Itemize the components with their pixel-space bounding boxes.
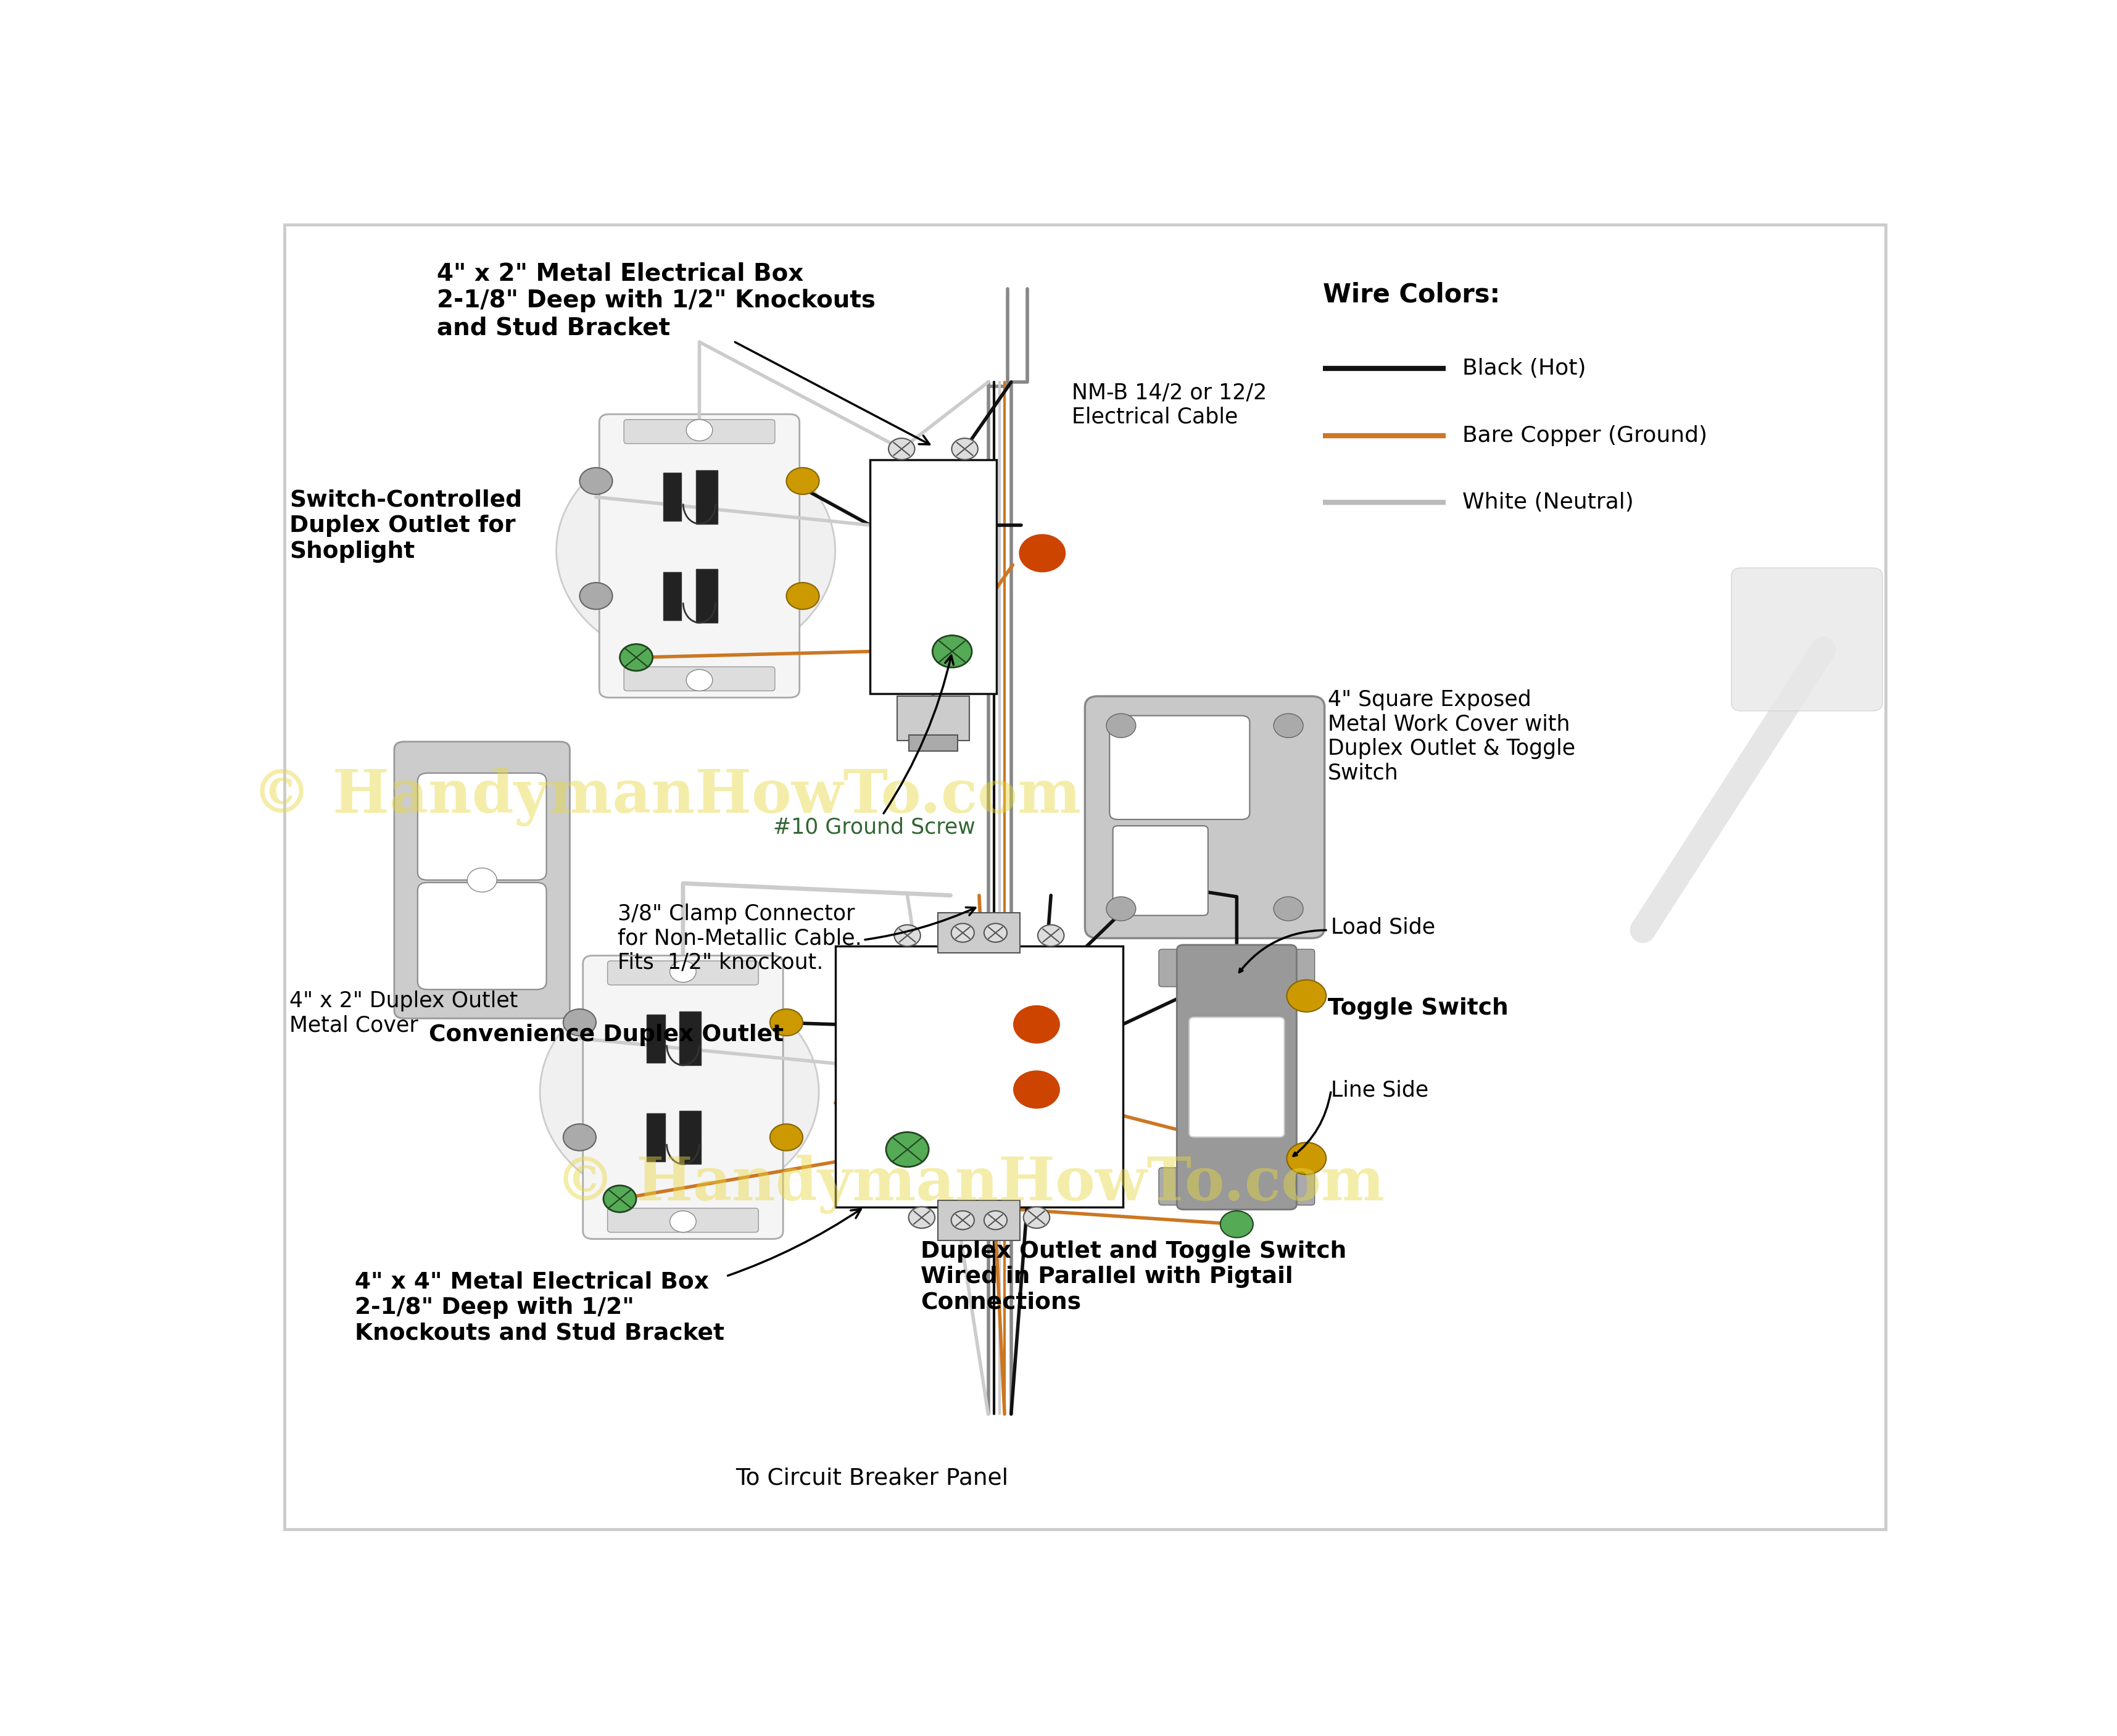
Text: 3/8" Clamp Connector
for Non-Metallic Cable.
Fits  1/2" knockout.: 3/8" Clamp Connector for Non-Metallic Ca… <box>618 903 976 972</box>
Text: #10 Ground Screw: #10 Ground Screw <box>773 656 976 837</box>
Text: 4" x 4" Metal Electrical Box
2-1/8" Deep with 1/2"
Knockouts and Stud Bracket: 4" x 4" Metal Electrical Box 2-1/8" Deep… <box>356 1210 862 1345</box>
Circle shape <box>771 1123 802 1151</box>
Text: Black (Hot): Black (Hot) <box>1463 358 1586 378</box>
Text: Load Side: Load Side <box>1332 917 1435 937</box>
Circle shape <box>951 924 974 943</box>
Circle shape <box>984 924 1008 943</box>
FancyBboxPatch shape <box>1086 696 1325 937</box>
Circle shape <box>580 467 612 495</box>
Bar <box>663 571 682 620</box>
Circle shape <box>953 437 978 460</box>
FancyBboxPatch shape <box>1109 715 1249 819</box>
Circle shape <box>893 925 921 946</box>
Circle shape <box>887 1132 929 1167</box>
Circle shape <box>1020 535 1065 571</box>
Bar <box>648 1113 665 1161</box>
Bar <box>938 913 1020 953</box>
Text: 4" Square Exposed
Metal Work Cover with
Duplex Outlet & Toggle
Switch: 4" Square Exposed Metal Work Cover with … <box>1327 689 1575 783</box>
Circle shape <box>686 670 713 691</box>
Circle shape <box>889 437 915 460</box>
Text: 4" x 2" Metal Electrical Box
2-1/8" Deep with 1/2" Knockouts
and Stud Bracket: 4" x 2" Metal Electrical Box 2-1/8" Deep… <box>436 262 929 444</box>
Text: Switch-Controlled
Duplex Outlet for
Shoplight: Switch-Controlled Duplex Outlet for Shop… <box>290 490 523 562</box>
FancyBboxPatch shape <box>417 773 546 880</box>
FancyBboxPatch shape <box>1114 826 1209 915</box>
Circle shape <box>785 467 819 495</box>
Bar <box>938 1200 1020 1240</box>
Bar <box>870 460 997 694</box>
Circle shape <box>951 1212 974 1229</box>
Text: Bare Copper (Ground): Bare Copper (Ground) <box>1463 425 1706 446</box>
Text: Toggle Switch: Toggle Switch <box>1327 996 1507 1019</box>
FancyBboxPatch shape <box>1158 1168 1315 1205</box>
Circle shape <box>1014 1071 1058 1108</box>
Text: NM-B 14/2 or 12/2
Electrical Cable: NM-B 14/2 or 12/2 Electrical Cable <box>1071 382 1266 427</box>
Circle shape <box>1274 898 1304 920</box>
Circle shape <box>580 583 612 609</box>
Circle shape <box>563 1123 597 1151</box>
Circle shape <box>1219 1212 1253 1238</box>
FancyBboxPatch shape <box>1158 950 1315 986</box>
FancyBboxPatch shape <box>608 1208 758 1233</box>
Bar <box>648 1014 665 1062</box>
Circle shape <box>1287 979 1325 1012</box>
FancyBboxPatch shape <box>417 882 546 990</box>
Circle shape <box>908 1207 936 1229</box>
FancyBboxPatch shape <box>625 420 775 444</box>
Circle shape <box>540 979 819 1205</box>
Bar <box>898 696 970 740</box>
Circle shape <box>1023 1207 1050 1229</box>
Circle shape <box>563 1009 597 1036</box>
FancyBboxPatch shape <box>582 955 783 1240</box>
Text: 4" x 2" Duplex Outlet
Metal Cover: 4" x 2" Duplex Outlet Metal Cover <box>290 990 519 1036</box>
Text: Wire Colors:: Wire Colors: <box>1323 281 1501 307</box>
FancyBboxPatch shape <box>625 667 775 691</box>
Circle shape <box>771 1009 802 1036</box>
Circle shape <box>931 635 972 667</box>
Circle shape <box>557 437 836 665</box>
Bar <box>663 472 682 521</box>
FancyBboxPatch shape <box>599 415 800 698</box>
Text: To Circuit Breaker Panel: To Circuit Breaker Panel <box>735 1467 1008 1489</box>
Text: © HandymanHowTo.com: © HandymanHowTo.com <box>555 1154 1385 1213</box>
Circle shape <box>669 962 696 983</box>
Circle shape <box>620 644 652 670</box>
Text: Convenience Duplex Outlet: Convenience Duplex Outlet <box>428 1024 783 1045</box>
Bar <box>836 946 1122 1207</box>
Bar <box>680 1012 701 1066</box>
Circle shape <box>603 1186 637 1212</box>
Circle shape <box>686 420 713 441</box>
Text: © HandymanHowTo.com: © HandymanHowTo.com <box>252 767 1082 826</box>
Circle shape <box>1287 1142 1325 1175</box>
Text: Duplex Outlet and Toggle Switch
Wired in Parallel with Pigtail
Connections: Duplex Outlet and Toggle Switch Wired in… <box>921 1240 1346 1314</box>
Circle shape <box>984 1212 1008 1229</box>
Bar <box>696 470 718 524</box>
Circle shape <box>1037 925 1065 946</box>
Bar <box>696 569 718 623</box>
Bar <box>680 1111 701 1165</box>
Circle shape <box>785 583 819 609</box>
FancyBboxPatch shape <box>394 741 569 1019</box>
Circle shape <box>1107 898 1137 920</box>
FancyBboxPatch shape <box>1177 944 1296 1210</box>
Circle shape <box>1274 713 1304 738</box>
Circle shape <box>468 868 497 892</box>
Circle shape <box>1014 1005 1058 1043</box>
Circle shape <box>1107 713 1137 738</box>
Circle shape <box>669 1212 696 1233</box>
FancyBboxPatch shape <box>1190 1017 1285 1137</box>
Bar <box>908 734 957 752</box>
Text: White (Neutral): White (Neutral) <box>1463 491 1634 512</box>
Text: Line Side: Line Side <box>1332 1080 1429 1101</box>
FancyBboxPatch shape <box>1732 568 1882 712</box>
FancyBboxPatch shape <box>608 962 758 984</box>
